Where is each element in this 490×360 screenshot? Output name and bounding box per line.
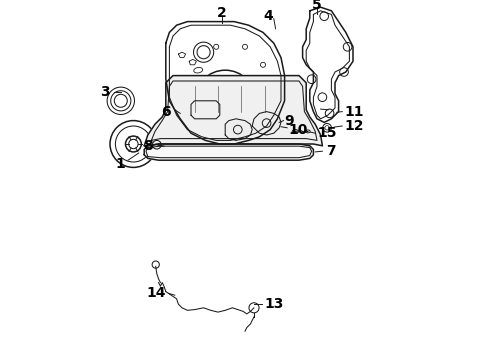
Text: 10: 10 — [288, 123, 308, 136]
Text: 14: 14 — [147, 287, 166, 300]
Text: 2: 2 — [217, 6, 226, 19]
Polygon shape — [144, 76, 322, 146]
Text: 12: 12 — [344, 119, 364, 133]
Text: 13: 13 — [265, 297, 284, 311]
Text: 11: 11 — [344, 105, 364, 118]
Text: 15: 15 — [317, 126, 337, 140]
Text: 9: 9 — [285, 114, 294, 127]
Text: 7: 7 — [326, 144, 336, 158]
Polygon shape — [225, 119, 252, 140]
Text: 8: 8 — [144, 139, 153, 153]
Text: 3: 3 — [100, 85, 110, 99]
Polygon shape — [252, 112, 281, 135]
Text: 4: 4 — [264, 9, 273, 23]
Text: 1: 1 — [116, 157, 125, 171]
Polygon shape — [144, 144, 314, 160]
Text: 6: 6 — [162, 105, 171, 118]
Text: 5: 5 — [312, 0, 322, 12]
